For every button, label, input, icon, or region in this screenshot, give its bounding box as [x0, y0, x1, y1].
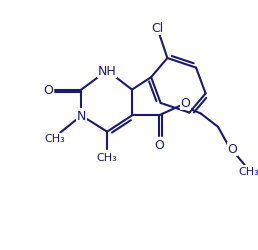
Text: CH₃: CH₃ — [238, 166, 258, 176]
Text: N: N — [77, 110, 86, 122]
Text: CH₃: CH₃ — [44, 134, 65, 144]
Text: O: O — [43, 84, 53, 97]
Text: O: O — [228, 143, 237, 156]
Text: CH₃: CH₃ — [97, 152, 117, 162]
Text: O: O — [154, 138, 164, 151]
Text: Cl: Cl — [152, 22, 164, 35]
Text: NH: NH — [98, 65, 116, 78]
Text: O: O — [181, 97, 190, 110]
